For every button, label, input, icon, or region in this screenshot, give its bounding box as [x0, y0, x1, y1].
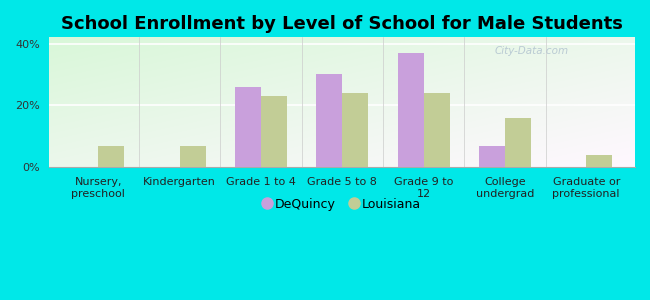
Title: School Enrollment by Level of School for Male Students: School Enrollment by Level of School for…	[61, 15, 623, 33]
Bar	[235, 87, 261, 167]
Bar	[261, 96, 287, 167]
Bar	[398, 53, 424, 167]
Bar	[343, 93, 369, 167]
Bar	[316, 74, 343, 167]
Bar	[424, 93, 450, 167]
Bar	[98, 146, 124, 167]
Legend: DeQuincy, Louisiana: DeQuincy, Louisiana	[259, 193, 426, 215]
Bar	[479, 146, 505, 167]
Bar	[586, 155, 612, 167]
Text: City-Data.com: City-Data.com	[495, 46, 569, 56]
Bar	[505, 118, 531, 167]
Bar	[179, 146, 205, 167]
